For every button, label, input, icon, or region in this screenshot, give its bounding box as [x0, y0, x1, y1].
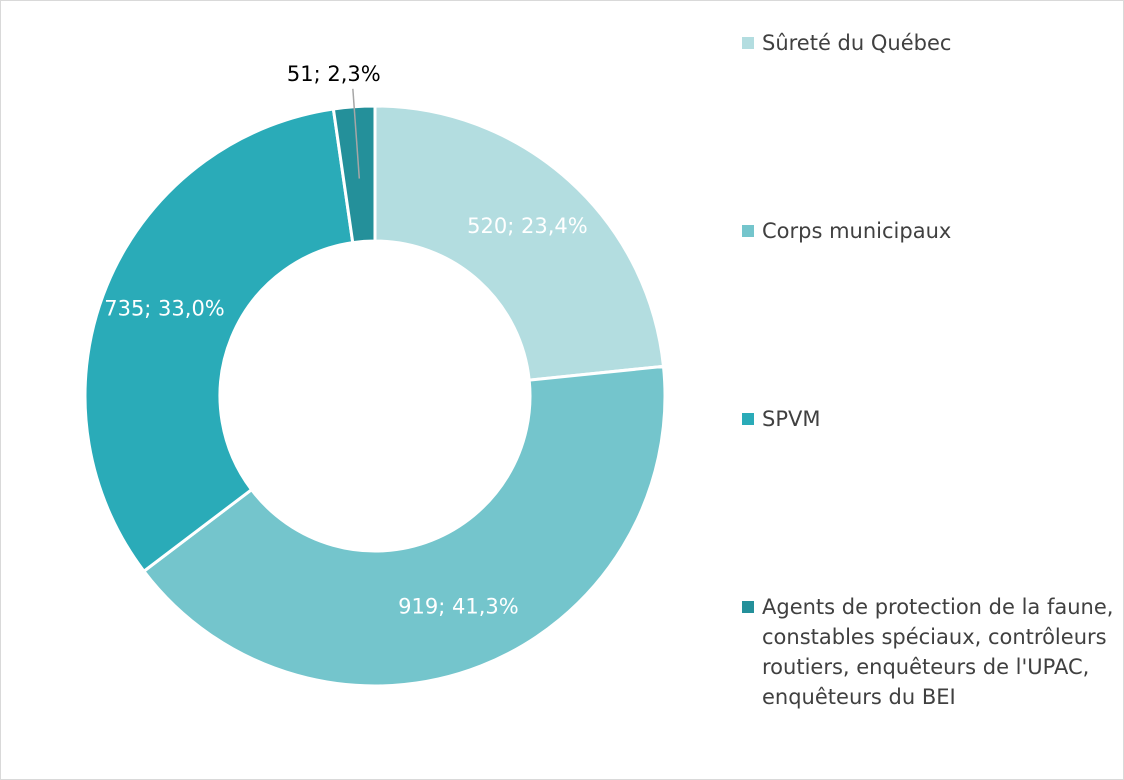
legend-item: Agents de protection de la faune, consta… — [740, 592, 1122, 712]
legend-label: Corps municipaux — [762, 219, 952, 243]
legend-swatch — [742, 37, 754, 49]
data-label: 51; 2,3% — [287, 62, 381, 86]
legend-swatch — [742, 601, 754, 613]
data-label: 919; 41,3% — [398, 595, 519, 619]
legend-label: Agents de protection de la faune, consta… — [762, 595, 1114, 709]
legend-item: SPVM — [740, 404, 1122, 434]
donut-slice — [141, 364, 667, 688]
legend-label: Sûreté du Québec — [762, 31, 952, 55]
legend-swatch — [742, 413, 754, 425]
donut-slice — [373, 104, 666, 382]
donut-slice — [331, 104, 377, 245]
donut-slice — [83, 107, 355, 574]
legend-item: Corps municipaux — [740, 216, 1122, 246]
legend-item: Sûreté du Québec — [740, 28, 1122, 58]
data-label: 735; 33,0% — [104, 297, 225, 321]
leader-line — [352, 88, 361, 179]
data-label: 520; 23,4% — [467, 214, 588, 238]
legend-swatch — [742, 225, 754, 237]
legend-label: SPVM — [762, 407, 821, 431]
